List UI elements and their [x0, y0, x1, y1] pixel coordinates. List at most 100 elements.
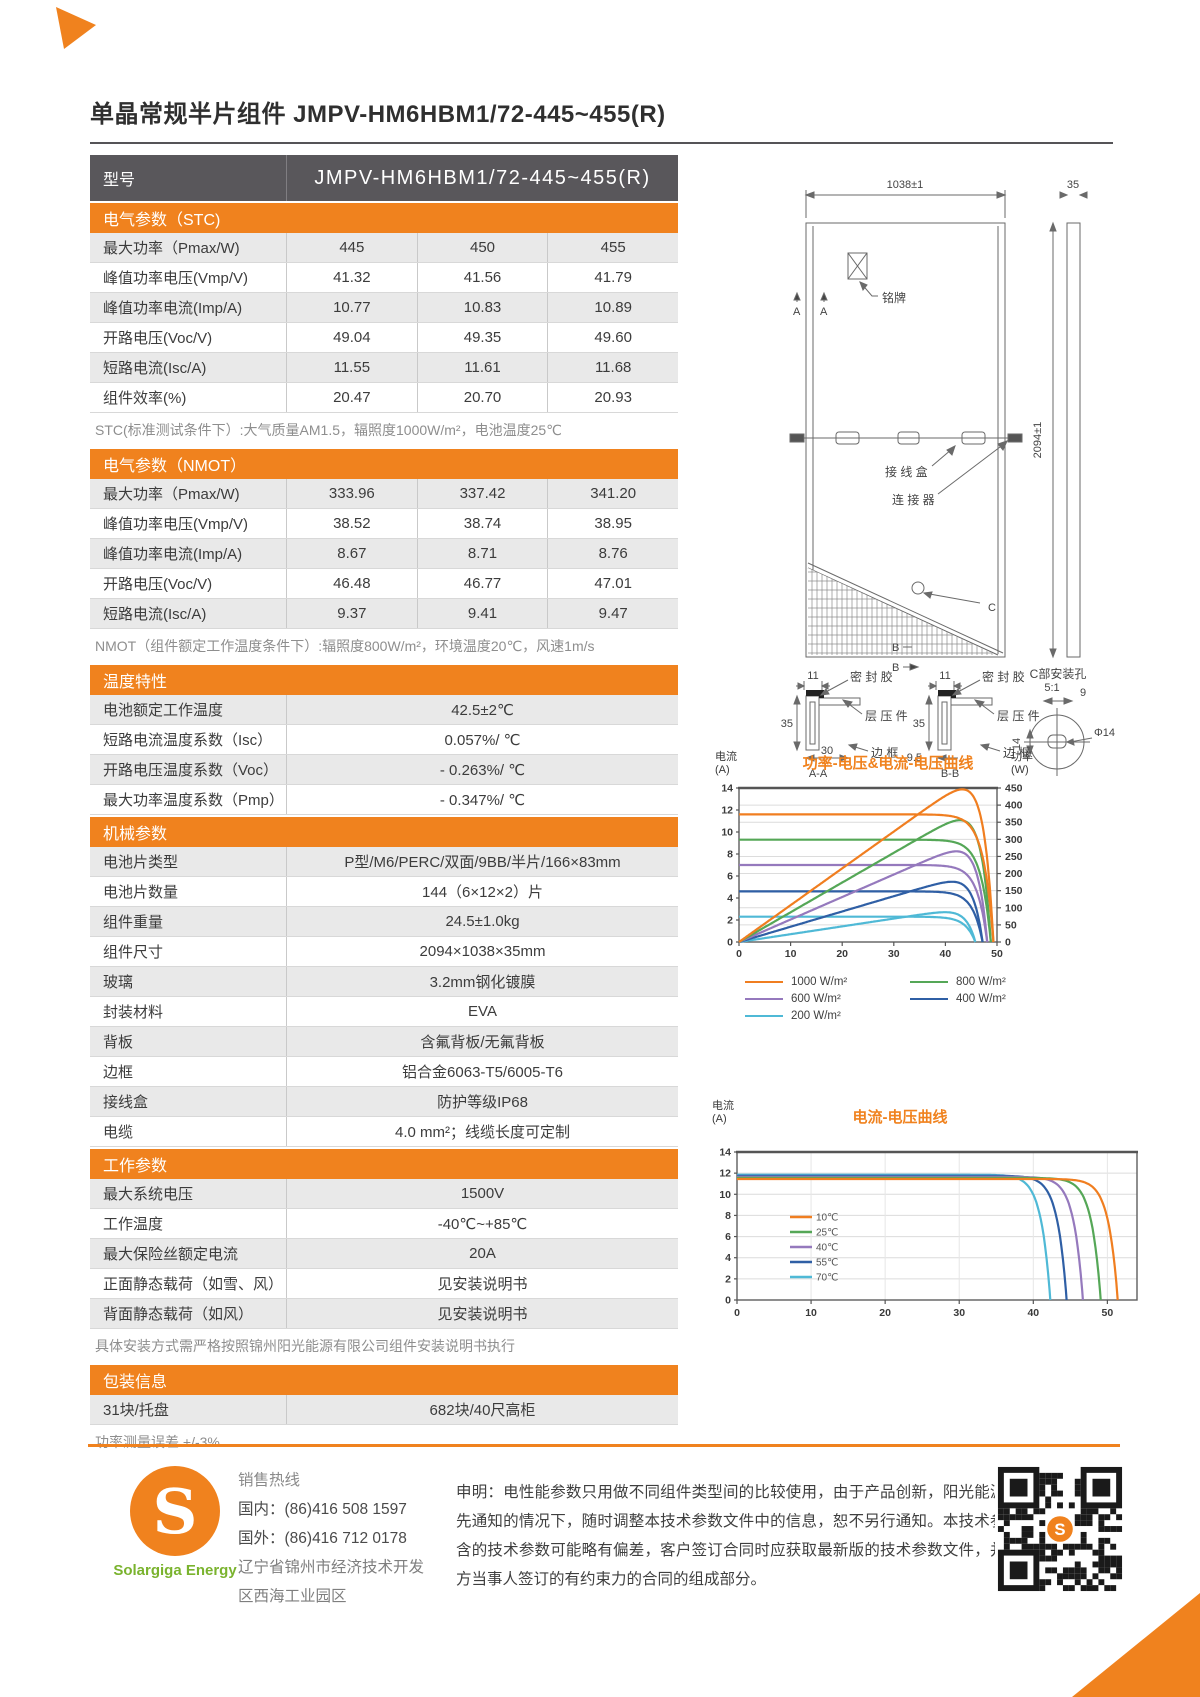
- svg-text:12: 12: [721, 805, 733, 817]
- svg-text:6: 6: [727, 871, 733, 883]
- svg-text:2: 2: [727, 915, 733, 927]
- svg-text:电流: 电流: [712, 1098, 734, 1112]
- svg-text:150: 150: [1005, 885, 1023, 897]
- dim-width-label: 1038±1: [887, 179, 924, 191]
- module-drawing: 1038±1 35 2094±1 铭牌 A A 接 线 盒 连 接 器 C B …: [781, 179, 1115, 780]
- legend-label: 10℃: [816, 1213, 838, 1224]
- legend-swatch: [745, 1015, 783, 1017]
- table-row: 电池片类型 P型/M6/PERC/双面/9BB/半片/166×83mm: [90, 847, 678, 877]
- svg-text:250: 250: [1005, 851, 1023, 863]
- legend-label: 25℃: [816, 1228, 838, 1239]
- pv-curve-600 W/m²: [738, 850, 989, 944]
- table-row: 工作温度 -40℃~+85℃: [90, 1209, 678, 1239]
- stc-note: STC(标准测试条件下）:大气质量AM1.5，辐照度1000W/m²，电池温度2…: [95, 422, 562, 438]
- table-row: 正面静态载荷（如雪、风） 见安装说明书: [90, 1269, 678, 1299]
- section-a-marker: A: [793, 306, 801, 318]
- frame-label: 边 框: [1003, 746, 1030, 760]
- model-label: 型号: [103, 172, 136, 189]
- qr-logo-s-icon: [1047, 1516, 1073, 1542]
- section-bb-caption: B-B: [941, 768, 959, 780]
- svg-text:20: 20: [879, 1307, 891, 1319]
- sealant-label: 密 封 胶: [850, 669, 893, 684]
- legend-item: 600 W/m²: [745, 993, 910, 1005]
- iv-curve-600 W/m²: [738, 863, 989, 943]
- svg-text:0: 0: [727, 937, 733, 949]
- svg-text:0: 0: [736, 948, 742, 960]
- frame-label: 边 框: [871, 746, 898, 760]
- model-header-row: 型号 JMPV-HM6HBM1/72-445~455(R): [90, 155, 678, 201]
- current-voltage-chart: 电流 (A) 电流-电压曲线 0 2 4 6 8 10 12 14 0 10 20 30 40 50 10℃ 25℃…: [700, 1095, 1145, 1340]
- connector-label: 连 接 器: [892, 492, 935, 507]
- table-row: 峰值功率电压(Vmp/V) 41.32 41.56 41.79: [90, 263, 678, 293]
- svg-text:(A): (A): [715, 764, 730, 776]
- sales-hotline-title: 销售热线: [238, 1472, 301, 1489]
- pv-curve-800 W/m²: [738, 819, 992, 943]
- svg-text:功率: 功率: [1011, 749, 1033, 763]
- brand-name: Solargiga Energy: [113, 1562, 237, 1579]
- svg-text:350: 350: [1005, 817, 1023, 829]
- legend-swatch: [910, 998, 948, 1000]
- dim-11-label: 11: [807, 670, 818, 682]
- table-row: 组件效率(%) 20.47 20.70 20.93: [90, 383, 678, 413]
- table-row: 短路电流温度系数（Isc） 0.057%/ ℃: [90, 725, 678, 755]
- section-header-packaging: 包装信息: [90, 1365, 678, 1395]
- svg-text:20: 20: [836, 948, 848, 960]
- company-logo: S Solargiga Energy: [112, 1466, 238, 1579]
- header-rule: [90, 142, 1113, 144]
- svg-text:300: 300: [1005, 834, 1023, 846]
- legend-label: 600 W/m²: [791, 993, 841, 1005]
- table-row: 峰值功率电流(Imp/A) 10.77 10.83 10.89: [90, 293, 678, 323]
- svg-text:400: 400: [1005, 800, 1023, 812]
- model-value: JMPV-HM6HBM1/72-445~455(R): [286, 155, 678, 201]
- legend-swatch: [745, 981, 783, 983]
- module-front-outline: [805, 222, 1006, 658]
- table-row: 边框 铝合金6063-T5/6005-T6: [90, 1057, 678, 1087]
- nameplate-label: 铭牌: [882, 290, 906, 305]
- svg-text:30: 30: [888, 948, 900, 960]
- table-row: 电缆 4.0 mm²；线缆长度可定制: [90, 1117, 678, 1147]
- legend-swatch: [910, 981, 948, 983]
- table-row: 封装材料 EVA: [90, 997, 678, 1027]
- legend-label: 800 W/m²: [956, 976, 1006, 988]
- dim-14-label: 14: [1011, 738, 1023, 750]
- legend-item: 1000 W/m²: [745, 976, 910, 988]
- laminate-label: 层 压 件: [997, 709, 1040, 723]
- svg-text:4: 4: [725, 1252, 731, 1264]
- module-side-outline: [1066, 222, 1081, 658]
- pv-curve-1000 W/m²: [738, 788, 995, 943]
- svg-text:50: 50: [1005, 919, 1017, 931]
- legend-label: 70℃: [816, 1273, 838, 1284]
- svg-text:10: 10: [721, 827, 733, 839]
- table-row: 峰值功率电流(Imp/A) 8.67 8.71 8.76: [90, 539, 678, 569]
- legal-statement: 申明：电性能参数只用做不同组件类型间的比较使用，由于产品创新，阳光能源有权在不事…: [456, 1484, 1084, 1588]
- svg-text:450: 450: [1005, 783, 1023, 795]
- table-row: 峰值功率电压(Vmp/V) 38.52 38.74 38.95: [90, 509, 678, 539]
- phone-international: 国外：(86)416 712 0178: [238, 1530, 407, 1547]
- legend-label: 40℃: [816, 1243, 838, 1254]
- pv-curve-200 W/m²: [738, 911, 977, 944]
- svg-text:0: 0: [734, 1307, 740, 1319]
- c-hole-title: C部安装孔: [1030, 666, 1087, 681]
- svg-text:0: 0: [725, 1295, 731, 1307]
- laminate-label: 层 压 件: [865, 709, 908, 723]
- page-title: 单晶常规半片组件 JMPV-HM6HBM1/72-445~455(R): [90, 101, 666, 128]
- section-a-marker: A: [820, 306, 828, 318]
- corner-decoration-top-left: [56, 7, 96, 49]
- section-header-stc: 电气参数（STC): [90, 203, 678, 233]
- logo-s-icon: S: [130, 1466, 220, 1556]
- section-aa-caption: A-A: [809, 768, 828, 780]
- iv-curve-25℃: [737, 1176, 1102, 1301]
- chart-legend: 1000 W/m² 800 W/m² 600 W/m² 400 W/m² 200 W/m…: [745, 976, 1050, 1022]
- svg-text:10: 10: [785, 948, 797, 960]
- legend-label: 400 W/m²: [956, 993, 1006, 1005]
- svg-text:8: 8: [725, 1210, 731, 1222]
- table-row: 背板 含氟背板/无氟背板: [90, 1027, 678, 1057]
- section-header-mechanical: 机械参数: [90, 817, 678, 847]
- sealant-label: 密 封 胶: [982, 669, 1025, 684]
- table-row: 最大保险丝额定电流 20A: [90, 1239, 678, 1269]
- table-row: 短路电流(Isc/A) 11.55 11.61 11.68: [90, 353, 678, 383]
- table-row: 最大系统电压 1500V: [90, 1179, 678, 1209]
- table-row: 组件重量 24.5±1.0kg: [90, 907, 678, 937]
- svg-text:40: 40: [940, 948, 952, 960]
